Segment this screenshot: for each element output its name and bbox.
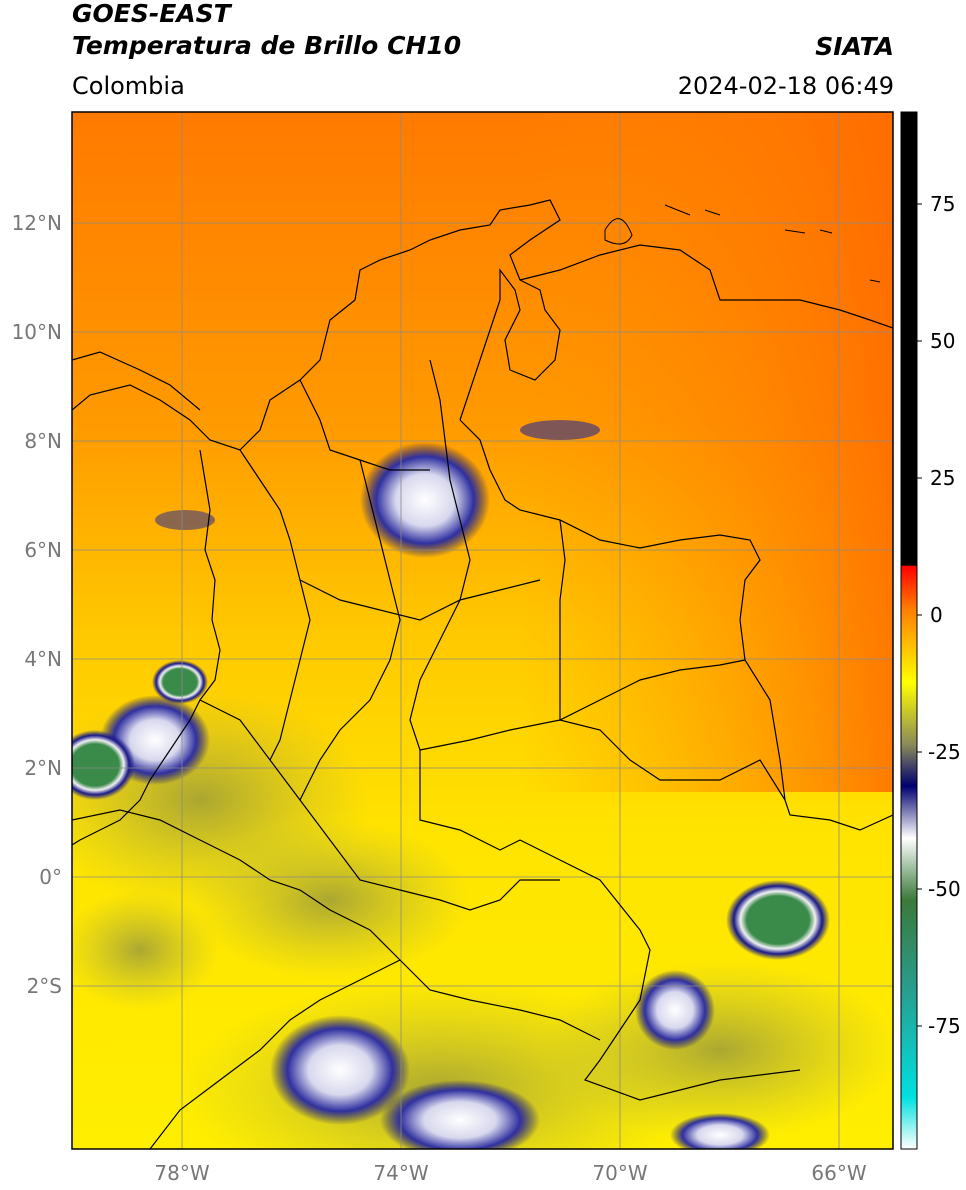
border-center: [299, 579, 541, 621]
coastline-caribbean: [72, 199, 561, 451]
border-east-interior: [559, 519, 746, 721]
lon-label: 74°W: [373, 1161, 428, 1185]
coastline-panama: [72, 351, 201, 411]
border-brazil-peru: [419, 750, 801, 1101]
storm-core-east: [726, 880, 830, 960]
lat-label: 2°N: [24, 756, 62, 780]
storm-cell-amazon-west: [270, 1015, 410, 1125]
coastline-venezuela: [519, 244, 893, 329]
storm-cell-southeast: [635, 970, 715, 1050]
source-label: SIATA: [815, 32, 894, 61]
colorbar-tick: -50: [928, 877, 961, 901]
lon-label: 66°W: [811, 1161, 866, 1185]
lat-label: 6°N: [24, 538, 62, 562]
cloud-field-south: [190, 820, 470, 980]
region-label: Colombia: [72, 72, 185, 100]
caribbean-islands: [604, 204, 881, 283]
warm-region: [520, 112, 893, 792]
title-line1: GOES-EAST: [72, 0, 231, 28]
colorbar-tick: 25: [930, 466, 955, 490]
storm-cell-amazon-center: [380, 1080, 540, 1149]
border-guaviare: [419, 719, 786, 801]
map-frame: [71, 111, 894, 1150]
colorbar-tick: -25: [928, 740, 961, 764]
cloud-field-east: [540, 960, 893, 1140]
border-putumayo: [199, 699, 560, 911]
border-antioquia-north: [299, 379, 430, 471]
lat-label: 8°N: [24, 429, 62, 453]
longitude-axis: 78°W 74°W 70°W 66°W: [154, 1161, 866, 1185]
colorbar-tick: 75: [930, 192, 955, 216]
colorbar-tick: 50: [930, 329, 955, 353]
cloud-patch-darien: [155, 510, 215, 530]
border-venezuela: [459, 419, 893, 831]
storm-cell-magdalena: [360, 442, 490, 558]
lat-label: 4°N: [24, 647, 62, 671]
storm-cell-bottom: [670, 1113, 770, 1149]
colorbar: 75 50 25 0 -25 -50 -75: [900, 111, 961, 1150]
lat-label: 2°S: [27, 974, 62, 998]
graticule: [72, 112, 893, 1149]
lat-label: 0°: [39, 865, 62, 889]
lat-label: 10°N: [12, 320, 62, 344]
datetime-label: 2024-02-18 06:49: [677, 72, 894, 100]
latitude-axis: 12°N 10°N 8°N 6°N 4°N 2°N 0° 2°S: [12, 211, 62, 998]
storm-core-pacific-north: [152, 660, 208, 704]
lat-label: 12°N: [12, 211, 62, 235]
border-peru-south: [149, 959, 401, 1149]
colorbar-tick: 0: [930, 603, 943, 627]
border-cordillera-central: [299, 459, 401, 801]
storm-core-pacific-west: [72, 730, 135, 800]
borders: [72, 199, 893, 1149]
title-line2: Temperatura de Brillo CH10: [72, 31, 462, 60]
colorbar-tick: -75: [928, 1014, 961, 1038]
border-cordillera-west: [239, 449, 311, 761]
colorbar-scale: [900, 111, 918, 1150]
cloud-band-venezuela: [520, 420, 600, 440]
border-cordillera-east: [409, 359, 471, 751]
cloud-field-coast: [72, 890, 220, 1010]
border-ecuador-peru: [72, 809, 601, 1041]
lon-label: 70°W: [592, 1161, 647, 1185]
lon-label: 78°W: [154, 1161, 209, 1185]
